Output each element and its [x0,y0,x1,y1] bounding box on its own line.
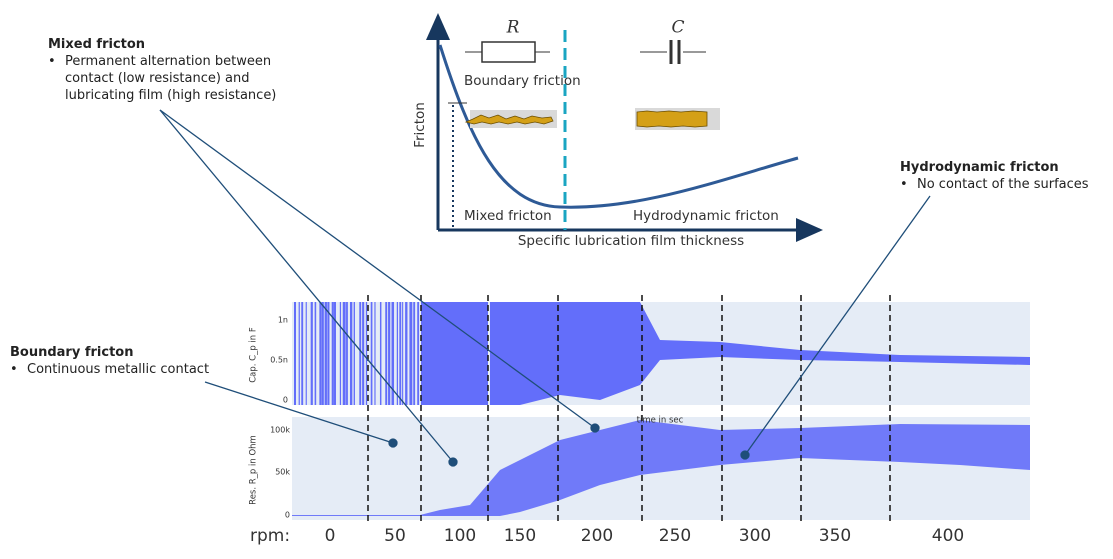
surface-image [464,114,554,125]
rpm-value: 300 [739,526,771,546]
annotation-text: Continuous metallic contact [27,362,210,377]
signal-block [421,302,488,405]
y-tick-label: 0 [285,511,290,520]
y-tick-label: 50k [275,468,290,477]
region-label: Hydrodynamic fricton [633,208,779,224]
capacitance-signal [490,302,1030,405]
signal [294,302,488,405]
surface-image [636,110,708,128]
axis-label: Fricton [412,102,428,148]
rpm-value: 50 [384,526,406,546]
y-tick-label: 0 [283,396,288,405]
axis-label: Cap. C_p in F [249,327,259,383]
y-tick-label: 0.5n [270,356,288,365]
y-tick-label: 1n [278,316,288,325]
rpm-dividers [367,295,891,522]
rpm-values: 0 50 100 150 200 250 300 350 400 [325,526,965,546]
leader-line [744,195,931,456]
friction-curve [438,44,799,209]
leaders [159,109,931,467]
axis-label: time in sec [637,416,684,426]
leader-dot [740,450,750,460]
region-label: Boundary friction [464,73,581,89]
rpm-value: 0 [325,526,336,546]
annotation-title: Mixed fricton [48,37,146,52]
y-tick-label: 100k [270,426,290,435]
rpm-value: 150 [504,526,536,546]
leader-line [204,381,394,444]
annotation-text: Permanent alternation between contact (l… [65,54,277,103]
leader-line [159,109,596,429]
leader-line [159,109,454,463]
axis-label: Specific lubrication film thickness [518,233,744,249]
rpm-value: 350 [819,526,851,546]
annotation: Hydrodynamic fricton • No contact of the … [900,159,1110,193]
rpm-value: 200 [581,526,613,546]
capacitor-label: C [671,18,684,38]
resistance-signal [292,420,1030,516]
capacitor-gap [667,40,683,64]
resistor [481,41,536,63]
rpm-label: rpm: [250,526,290,546]
leader-dot [590,423,600,433]
rpm-value: 250 [659,526,691,546]
region-label: Mixed fricton [464,208,552,224]
annotation-title: Hydrodynamic fricton [900,160,1059,175]
resistor-label: R [506,18,520,38]
leader-dot [448,457,458,467]
leader-dot [388,438,398,448]
rpm-value: 400 [932,526,964,546]
annotation: Boundary fricton • Continuous metallic co… [10,344,250,378]
annotation: Mixed fricton • Permanent alternation bet… [48,36,298,104]
annotation-text: No contact of the surfaces [917,177,1089,192]
annotation-title: Boundary fricton [10,345,134,360]
axis-label: Res. R_p in Ohm [249,435,259,505]
rpm-value: 100 [444,526,476,546]
